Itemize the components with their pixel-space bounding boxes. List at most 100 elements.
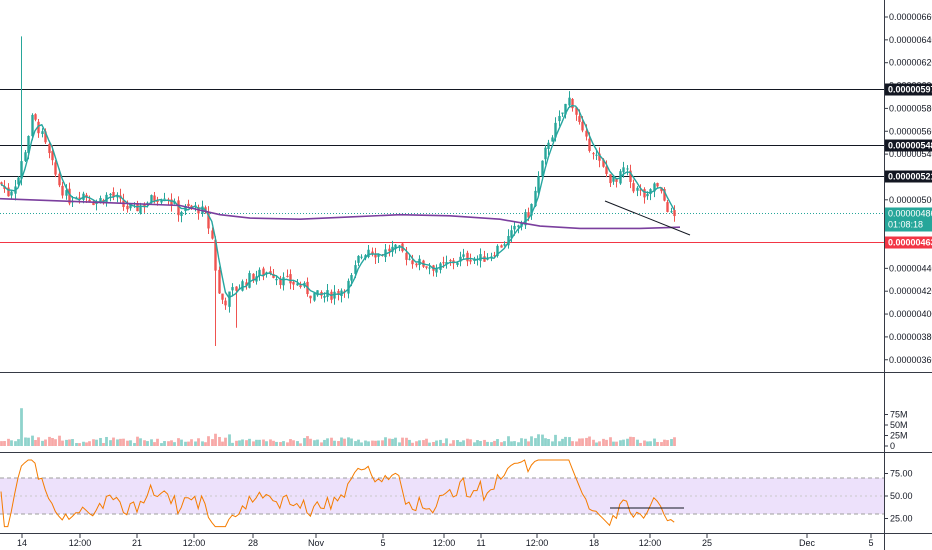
candle-body xyxy=(248,273,251,288)
price-tick-label: 0.00000620 xyxy=(889,58,932,68)
price-tick-label: 0.00000580 xyxy=(889,103,932,113)
candle-body xyxy=(632,183,635,192)
price-tick-label: 0.00000400 xyxy=(889,309,932,319)
rsi-pane[interactable] xyxy=(0,459,884,528)
volume-pane[interactable] xyxy=(0,408,676,446)
volume-bar xyxy=(71,439,74,446)
candle-body xyxy=(643,189,646,198)
date-tick-label: 21 xyxy=(132,538,142,548)
price-tick-label: 0.00000540 xyxy=(889,149,932,159)
volume-bar xyxy=(44,439,47,446)
candle-body xyxy=(126,205,129,210)
candle-body xyxy=(483,256,486,262)
candle-body xyxy=(48,143,51,154)
price-tick-label: 0.00000420 xyxy=(889,286,932,296)
rsi-tick-label: 25.00 xyxy=(890,514,913,524)
candle-body xyxy=(384,249,387,258)
level-tag xyxy=(885,170,932,183)
volume-bar xyxy=(34,440,37,446)
ma-slow-line xyxy=(0,197,681,230)
volume-bar xyxy=(456,440,459,446)
volume-bar xyxy=(116,439,119,446)
candle-body xyxy=(568,97,571,106)
volume-bar xyxy=(136,436,139,446)
candle-body xyxy=(51,151,54,161)
candle-body xyxy=(660,187,663,192)
volume-bar xyxy=(568,437,571,446)
volume-bar xyxy=(666,440,669,446)
volume-bar xyxy=(320,442,323,446)
last-price-tag xyxy=(885,207,932,232)
ma-fast-line xyxy=(0,104,675,299)
rsi-tick-label: 75.00 xyxy=(890,469,913,479)
candle-body xyxy=(354,265,357,274)
volume-bar xyxy=(228,434,231,446)
volume-bar xyxy=(439,439,442,446)
candle-body xyxy=(602,159,605,167)
date-tick-label: 28 xyxy=(248,538,258,548)
candle-body xyxy=(503,244,506,246)
volume-bar xyxy=(122,438,125,446)
volume-bar xyxy=(643,440,646,446)
last-price-label: 0.00000486 xyxy=(888,209,932,219)
candle-body xyxy=(160,200,163,203)
candle-body xyxy=(262,268,265,276)
volume-bar xyxy=(530,436,533,446)
volume-bar xyxy=(510,441,513,446)
volume-bar xyxy=(143,440,146,446)
level-tag-label: 0.00000521 xyxy=(888,172,932,182)
volume-bar xyxy=(595,442,598,446)
volume-bar xyxy=(163,441,166,446)
candle-body xyxy=(551,137,554,142)
candle-body xyxy=(10,191,13,196)
candle-body xyxy=(581,121,584,131)
volume-tick-label: 25M xyxy=(890,431,908,441)
volume-bar xyxy=(398,442,401,446)
candle-body xyxy=(408,258,411,260)
volume-bar xyxy=(469,439,472,446)
candle-body xyxy=(309,295,312,299)
candle-body xyxy=(666,202,669,212)
candle-body xyxy=(177,200,180,216)
volume-bar xyxy=(187,441,190,446)
volume-tick-label: 0 xyxy=(890,441,895,451)
volume-bar xyxy=(0,441,3,446)
candle-body xyxy=(65,190,68,196)
date-tick-label: 12:00 xyxy=(183,538,206,548)
price-pane[interactable] xyxy=(0,36,884,347)
volume-bar xyxy=(354,441,357,446)
candle-body xyxy=(224,300,227,306)
volume-bar xyxy=(37,437,40,446)
volume-bar xyxy=(65,439,68,446)
volume-bar xyxy=(377,440,380,446)
volume-bar xyxy=(146,441,149,446)
volume-bar xyxy=(435,440,438,446)
candle-body xyxy=(428,267,431,269)
volume-bar xyxy=(544,438,547,446)
volume-bar xyxy=(231,442,234,446)
volume-bar xyxy=(255,439,258,446)
volume-bar xyxy=(102,442,105,446)
volume-bar xyxy=(207,436,210,446)
volume-bar xyxy=(602,438,605,446)
volume-bar xyxy=(636,439,639,446)
volume-bar xyxy=(670,439,673,446)
candle-body xyxy=(37,121,40,134)
volume-bar xyxy=(3,441,6,446)
volume-bar xyxy=(612,441,615,446)
volume-bar xyxy=(139,438,142,446)
volume-bar xyxy=(20,408,23,446)
volume-bar xyxy=(323,439,326,446)
candle-body xyxy=(218,269,221,294)
candle-body xyxy=(646,193,649,197)
volume-bar xyxy=(401,437,404,446)
candle-body xyxy=(275,278,278,281)
candle-body xyxy=(524,212,527,226)
volume-bar xyxy=(619,440,622,446)
volume-bar xyxy=(54,439,57,446)
candle-body xyxy=(214,239,217,271)
candle-body xyxy=(537,176,540,193)
volume-bar xyxy=(286,442,289,446)
